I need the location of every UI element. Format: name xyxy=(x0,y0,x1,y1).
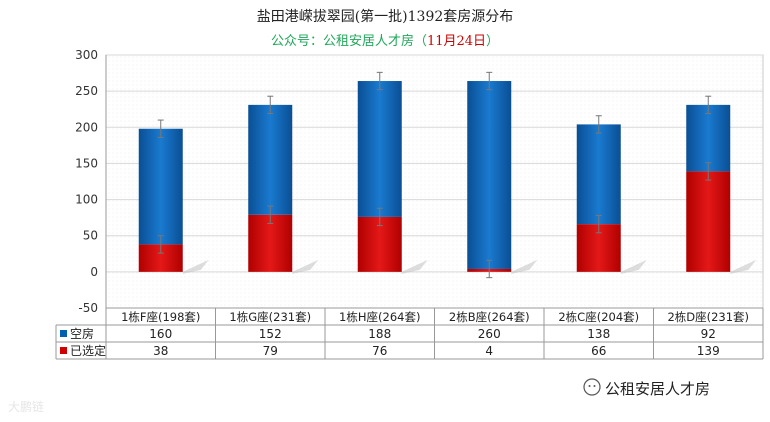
bar-empty xyxy=(248,104,293,215)
data-label-selected: 79 xyxy=(263,344,278,358)
bar-empty xyxy=(357,81,402,217)
bar-empty xyxy=(467,81,512,269)
x-tick-label: 2栋C座(204套) xyxy=(558,310,639,324)
data-label-empty: 152 xyxy=(259,327,282,341)
watermark-text: 公租安居人才房 xyxy=(605,380,711,398)
bar-empty xyxy=(576,124,621,225)
subtitle-date: 11月24日 xyxy=(426,34,487,49)
bar-shadow xyxy=(292,259,319,274)
data-label-empty: 160 xyxy=(149,327,172,341)
legend-key-selected xyxy=(60,347,67,354)
y-tick-label: 0 xyxy=(90,265,98,279)
data-label-empty: 138 xyxy=(587,327,610,341)
bar-selected xyxy=(686,171,731,272)
y-tick-label: 250 xyxy=(75,84,98,98)
y-tick-label: -50 xyxy=(78,301,98,315)
bar-shadow xyxy=(730,259,757,274)
subtitle-close: ） xyxy=(486,34,500,49)
bar-empty xyxy=(686,104,731,172)
bar-shadow xyxy=(182,259,209,274)
watermark-left: 大鹏链 xyxy=(8,400,45,414)
bar-shadow xyxy=(511,259,538,274)
chart-subtitle: 公众号：公租安居人才房（11月24日） xyxy=(0,30,770,49)
bar-shadow xyxy=(401,259,428,274)
data-label-selected: 66 xyxy=(591,344,606,358)
plot-area xyxy=(105,54,764,309)
data-label-selected: 139 xyxy=(697,344,720,358)
y-tick-label: 100 xyxy=(75,193,98,207)
data-label-empty: 188 xyxy=(368,327,391,341)
y-tick-label: 50 xyxy=(83,229,98,243)
y-tick-label: 300 xyxy=(75,48,98,62)
data-label-empty: 92 xyxy=(701,327,716,341)
legend-label-empty: 空房 xyxy=(70,326,94,341)
legend-key-empty xyxy=(60,330,67,337)
y-tick-label: 150 xyxy=(75,156,98,170)
x-tick-label: 2栋D座(231套) xyxy=(667,310,749,324)
data-label-selected: 4 xyxy=(485,344,493,358)
x-tick-label: 1栋G座(231套) xyxy=(229,310,311,324)
data-label-empty: 260 xyxy=(478,327,501,341)
y-tick-label: 200 xyxy=(75,120,98,134)
data-label-selected: 38 xyxy=(153,344,168,358)
x-tick-label: 1栋F座(198套) xyxy=(121,310,200,324)
chart-title: 盐田港嵘拔翠园(第一批)1392套房源分布 xyxy=(256,9,514,25)
subtitle-account: 公众号：公租安居人才房（ xyxy=(270,34,427,49)
x-tick-label: 2栋B座(264套) xyxy=(449,310,530,324)
data-label-selected: 76 xyxy=(372,344,387,358)
wechat-icon xyxy=(583,378,601,396)
x-tick-label: 1栋H座(264套) xyxy=(339,310,420,324)
bar-shadow xyxy=(620,259,647,274)
bar-selected xyxy=(248,214,293,272)
legend-label-selected: 已选定 xyxy=(70,343,106,358)
bar-empty xyxy=(138,128,183,245)
